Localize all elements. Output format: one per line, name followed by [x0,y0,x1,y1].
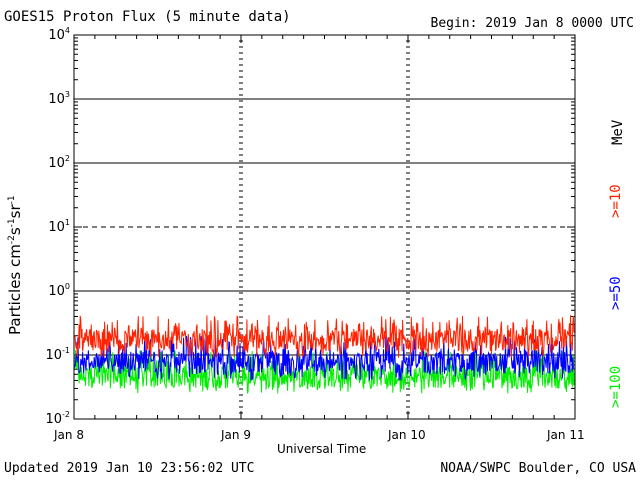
chart-title: GOES15 Proton Flux (5 minute data) [4,9,291,25]
updated-time: Updated 2019 Jan 10 23:56:02 UTC [4,461,255,476]
y-tick-label: 10-1 [45,346,70,363]
series-line-0 [74,315,575,359]
x-tick-label: Jan 10 [388,428,426,442]
x-tick-label: Jan 11 [547,428,585,442]
y-tick-label: 100 [48,282,70,299]
unit-label: MeV [610,119,626,145]
y-tick-label: 10-2 [45,410,70,427]
legend-series-50: >=50 [608,276,624,310]
legend-series-100: >=100 [608,365,624,408]
legend-series-10: >=10 [608,184,624,218]
y-tick-label: 103 [48,90,70,107]
x-axis-label: Universal Time [277,442,367,456]
plot-frame [73,34,576,420]
begin-time: Begin: 2019 Jan 8 0000 UTC [430,16,635,31]
series-line-1 [74,335,575,381]
y-tick-label: 104 [48,26,70,43]
y-axis-label: Particles cm-2s-1sr-1 [6,195,24,335]
x-tick-label: Jan 8 [54,428,84,442]
y-tick-label: 102 [48,154,70,171]
chart-series [74,315,575,394]
credit: NOAA/SWPC Boulder, CO USA [440,461,636,476]
x-tick-label: Jan 9 [221,428,251,442]
y-tick-label: 101 [48,218,70,235]
